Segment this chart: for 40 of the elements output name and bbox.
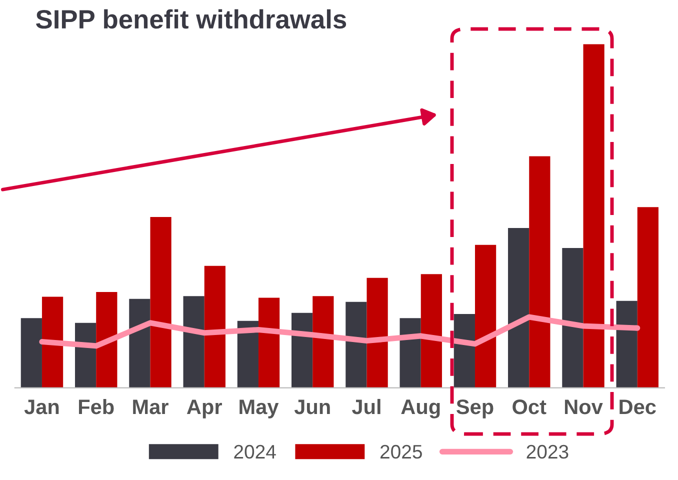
bar — [150, 217, 172, 388]
chart-title: SIPP benefit withdrawals — [36, 9, 346, 29]
bar — [258, 298, 280, 388]
bar — [562, 248, 584, 388]
bar — [346, 302, 367, 388]
x-tick-label: Dec — [620, 400, 656, 414]
bar — [292, 312, 313, 388]
legend-label: 2023 — [526, 444, 568, 459]
bar — [237, 320, 258, 388]
bar — [616, 300, 638, 388]
bar — [583, 44, 604, 388]
bar — [454, 314, 475, 388]
x-tick-label: Feb — [78, 398, 114, 414]
bar — [400, 318, 421, 388]
legend-label: 2024 — [234, 444, 276, 459]
bar — [20, 318, 42, 388]
bar — [366, 278, 388, 388]
bar — [420, 274, 442, 388]
bar — [183, 296, 204, 388]
bar — [204, 266, 226, 388]
bar — [637, 207, 658, 388]
bar — [312, 296, 334, 388]
bar — [129, 298, 150, 388]
bar — [42, 296, 64, 388]
x-tick-label: Jul — [352, 398, 380, 414]
bar — [529, 156, 550, 388]
x-tick-label: Jun — [294, 400, 330, 414]
x-tick-label: Jan — [24, 400, 59, 414]
x-tick-label: May — [240, 400, 279, 418]
x-tick-label: Aug — [401, 400, 440, 418]
bar — [74, 322, 96, 388]
bar — [96, 292, 118, 388]
x-tick-label: Oct — [512, 400, 546, 414]
x-tick-label: Nov — [564, 400, 603, 414]
x-tick-label: Sep — [456, 400, 494, 418]
bar — [508, 228, 530, 388]
bar — [474, 244, 496, 388]
x-tick-label: Apr — [186, 400, 222, 418]
x-tick-label: Mar — [133, 400, 168, 414]
legend-label: 2025 — [380, 444, 422, 459]
